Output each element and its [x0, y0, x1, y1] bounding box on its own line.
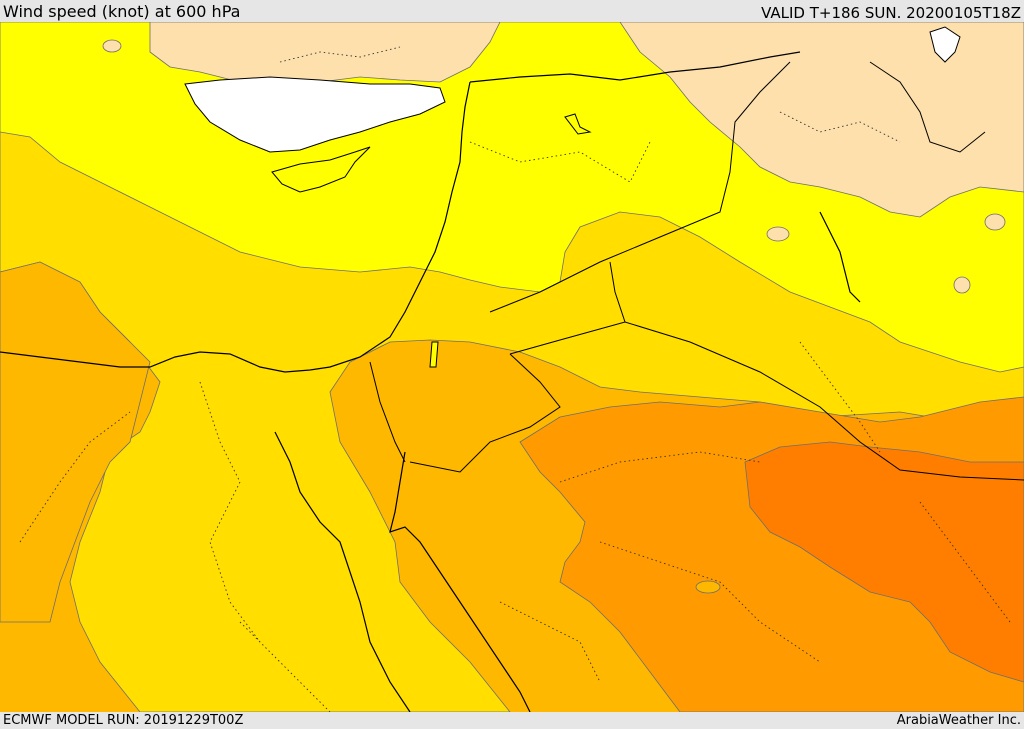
- lake-van: [929, 26, 961, 63]
- red-sea-coast-west: [274, 431, 411, 712]
- border-3: [409, 353, 561, 473]
- wind-blob-2: [766, 226, 790, 242]
- wind-speed-map: [0, 22, 1024, 712]
- gulf-coast: [819, 211, 861, 303]
- wind-blob-5: [984, 213, 1006, 231]
- map-header: Wind speed (knot) at 600 hPa VALID T+186…: [0, 0, 1024, 22]
- coastline: [0, 81, 471, 373]
- wind-blob-3: [953, 276, 971, 294]
- black-sea-coast: [469, 51, 801, 83]
- map-canvas: [0, 22, 1024, 712]
- border-5: [609, 261, 626, 323]
- wind-band-tan-east: [619, 22, 1024, 218]
- wind-band-tan-north: [149, 22, 501, 88]
- border-2: [509, 321, 1024, 481]
- credit-label: ArabiaWeather Inc.: [896, 713, 1021, 728]
- border-1: [489, 61, 791, 313]
- border-4: [369, 361, 406, 463]
- dead-sea: [429, 341, 439, 368]
- sea-no-data: [184, 76, 446, 153]
- cyprus-outline: [271, 146, 371, 193]
- model-run: ECMWF MODEL RUN: 20191229T00Z: [3, 713, 244, 728]
- wind-blob-4: [102, 39, 122, 53]
- border-6: [869, 61, 986, 153]
- wind-band-left-lobe: [0, 261, 151, 623]
- wind-blob-1: [695, 580, 721, 594]
- map-title: Wind speed (knot) at 600 hPa: [3, 2, 241, 21]
- wind-band-dark-orange: [744, 441, 1024, 683]
- valid-time: VALID T+186 SUN. 20200105T18Z: [761, 4, 1021, 22]
- map-footer: ECMWF MODEL RUN: 20191229T00Z ArabiaWeat…: [0, 712, 1024, 729]
- lake-tuz: [564, 113, 592, 135]
- red-sea-coast-east: [389, 451, 531, 712]
- internal-borders: [19, 46, 1011, 712]
